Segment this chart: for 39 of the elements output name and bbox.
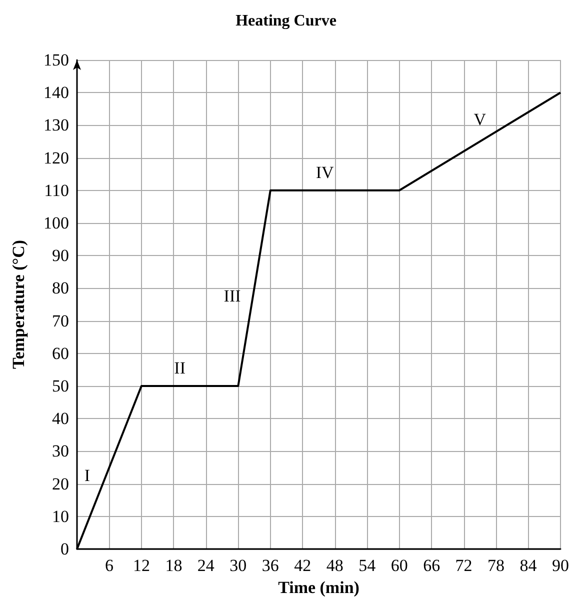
y-tick-label: 50 (52, 376, 69, 396)
x-tick-label: 72 (455, 556, 472, 575)
annotation: IV (316, 162, 335, 182)
x-tick-label: 24 (197, 556, 215, 575)
x-tick-label: 6 (104, 556, 114, 575)
y-tick-label: 60 (52, 344, 69, 363)
y-tick-label: 10 (52, 506, 69, 526)
annotation: V (474, 110, 487, 129)
x-tick-label: 12 (132, 556, 150, 575)
y-tick-label: 40 (52, 409, 69, 428)
y-axis-title: Temperature (°C) (9, 240, 28, 370)
y-tick-label: 30 (52, 442, 69, 461)
x-axis-title: Time (min) (278, 578, 360, 597)
x-tick-label: 48 (326, 556, 344, 575)
x-tick-label: 84 (520, 556, 538, 575)
x-tick-label: 18 (165, 556, 182, 575)
y-tick-label: 20 (52, 474, 69, 494)
y-tick-label: 0 (60, 540, 69, 558)
x-tick-label: 42 (294, 556, 312, 575)
y-tick-label: 150 (44, 50, 69, 70)
y-tick-label: 90 (52, 246, 69, 266)
y-tick-label: 100 (44, 214, 69, 232)
x-tick-label: 30 (230, 556, 247, 575)
y-tick-label: 70 (52, 311, 69, 330)
y-tick-label: 140 (44, 83, 69, 102)
x-tick-label: 90 (552, 556, 569, 575)
x-tick-label: 60 (390, 556, 408, 575)
x-tick-label: 54 (358, 556, 376, 575)
y-tick-label: 120 (44, 148, 69, 168)
chart-title: Heating Curve (236, 12, 336, 30)
annotation: I (84, 466, 90, 485)
x-tick-label: 78 (488, 556, 505, 575)
y-tick-label: 110 (44, 180, 69, 200)
annotation: II (174, 358, 186, 378)
x-tick-label: 66 (423, 556, 440, 575)
x-tick-label: 36 (262, 556, 279, 575)
annotation: III (224, 286, 242, 306)
y-tick-label: 80 (52, 278, 69, 298)
y-tick-label: 130 (44, 116, 69, 135)
